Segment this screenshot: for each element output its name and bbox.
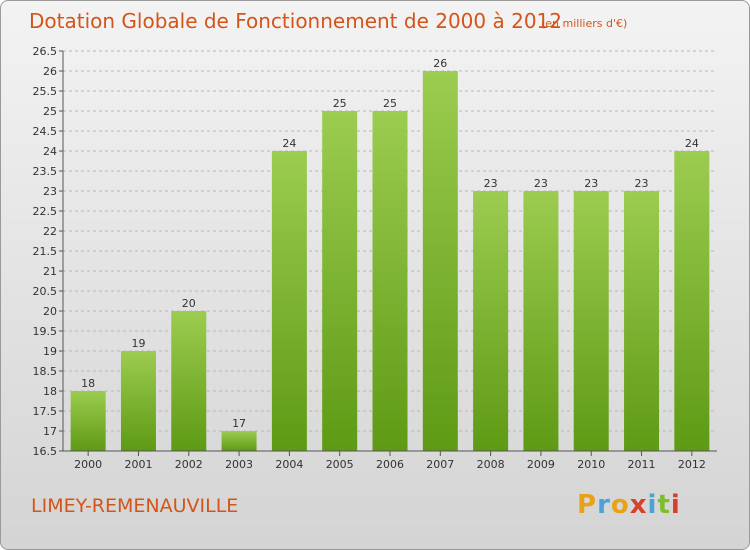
logo-letter: x xyxy=(629,490,648,520)
y-tick-label: 24.5 xyxy=(33,125,58,138)
commune-name: LIMEY-REMENAUVILLE xyxy=(31,495,239,517)
y-tick-label: 16.5 xyxy=(33,445,58,458)
x-tick-label: 2009 xyxy=(527,458,555,471)
bar xyxy=(523,191,559,451)
y-tick-label: 26.5 xyxy=(33,45,58,58)
bar xyxy=(271,151,307,451)
x-tick-label: 2000 xyxy=(74,458,102,471)
x-tick-label: 2002 xyxy=(175,458,203,471)
chart-title: Dotation Globale de Fonctionnement de 20… xyxy=(29,9,562,33)
x-tick-label: 2005 xyxy=(326,458,354,471)
chart-subtitle: (en milliers d'€) xyxy=(541,17,628,30)
bar xyxy=(372,111,408,451)
y-tick-label: 21 xyxy=(43,265,57,278)
bar-value-label: 18 xyxy=(81,377,95,390)
bar-value-label: 23 xyxy=(534,177,548,190)
y-tick-label: 26 xyxy=(43,65,57,78)
x-tick-label: 2006 xyxy=(376,458,404,471)
y-tick-label: 23.5 xyxy=(33,165,58,178)
y-tick-label: 24 xyxy=(43,145,57,158)
x-tick-label: 2003 xyxy=(225,458,253,471)
proxiti-logo[interactable]: Proxiti xyxy=(577,490,681,520)
bar-value-label: 20 xyxy=(182,297,196,310)
x-tick-label: 2010 xyxy=(577,458,605,471)
bar-value-label: 25 xyxy=(333,97,347,110)
bar xyxy=(221,431,257,451)
bar xyxy=(120,351,156,451)
bar xyxy=(322,111,358,451)
logo-letter: i xyxy=(647,490,658,520)
bar xyxy=(573,191,609,451)
y-tick-label: 20 xyxy=(43,305,57,318)
x-tick-label: 2001 xyxy=(124,458,152,471)
x-tick-label: 2004 xyxy=(275,458,303,471)
labels: 16.5 17 17.5 18 18.5 19 19.5 20 20.5 21 21.5 22 22.5… xyxy=(33,45,706,471)
y-tick-label: 25.5 xyxy=(33,85,58,98)
y-tick-label: 23 xyxy=(43,185,57,198)
bar-value-label: 25 xyxy=(383,97,397,110)
bar-value-label: 24 xyxy=(282,137,296,150)
y-tick-label: 18.5 xyxy=(33,365,58,378)
x-tick-label: 2011 xyxy=(628,458,656,471)
y-tick-label: 20.5 xyxy=(33,285,58,298)
x-tick-label: 2008 xyxy=(477,458,505,471)
bar-value-label: 17 xyxy=(232,417,246,430)
bars xyxy=(70,71,710,451)
bar-value-label: 23 xyxy=(484,177,498,190)
bar-value-label: 23 xyxy=(584,177,598,190)
bar-value-label: 19 xyxy=(131,337,145,350)
y-tick-label: 17.5 xyxy=(33,405,58,418)
y-tick-label: 25 xyxy=(43,105,57,118)
bar-value-label: 26 xyxy=(433,57,447,70)
logo-letter: t xyxy=(657,490,671,520)
y-tick-label: 22 xyxy=(43,225,57,238)
x-tick-label: 2007 xyxy=(426,458,454,471)
logo-letter: i xyxy=(670,490,681,520)
bar xyxy=(674,151,710,451)
y-tick-label: 21.5 xyxy=(33,245,58,258)
y-tick-label: 19.5 xyxy=(33,325,58,338)
logo-letter: r xyxy=(597,490,611,520)
y-tick-label: 22.5 xyxy=(33,205,58,218)
axes xyxy=(59,50,717,456)
x-tick-label: 2012 xyxy=(678,458,706,471)
bar xyxy=(422,71,458,451)
logo-letter: o xyxy=(610,490,630,520)
y-tick-label: 18 xyxy=(43,385,57,398)
bar xyxy=(70,391,106,451)
y-tick-label: 19 xyxy=(43,345,57,358)
logo-letter: P xyxy=(577,490,598,520)
bar-value-label: 24 xyxy=(685,137,699,150)
bar xyxy=(624,191,660,451)
bar xyxy=(171,311,207,451)
y-tick-label: 17 xyxy=(43,425,57,438)
bar-value-label: 23 xyxy=(635,177,649,190)
bar xyxy=(473,191,509,451)
